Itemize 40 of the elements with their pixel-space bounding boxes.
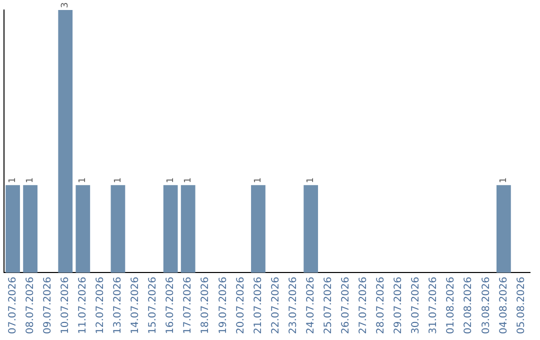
x-tick-label: 08.07.2026 [24,276,36,334]
data-label: 1 [306,177,316,184]
x-tick-label: 12.07.2026 [95,276,106,334]
x-tick-label: 24.07.2026 [305,276,316,334]
x-tick-label: 03.08.2026 [480,276,492,334]
x-tick-label: 17.07.2026 [182,276,194,334]
data-label: 1 [78,177,88,184]
x-tick-label: 14.07.2026 [130,276,142,334]
x-tick-label: 20.07.2026 [235,276,246,334]
x-tick-label: 21.07.2026 [252,276,264,334]
x-tick-label: 10.07.2026 [60,276,71,334]
x-tick-label: 27.07.2026 [358,276,370,334]
x-tick-label: 13.07.2026 [112,276,124,334]
x-tick-label: 31.07.2026 [428,276,440,334]
data-label: 1 [166,177,176,184]
x-tick-label: 07.07.2026 [7,276,18,334]
x-tick-label: 19.07.2026 [218,276,229,334]
data-label: 1 [8,177,18,184]
x-tick-label: 01.08.2026 [446,276,457,334]
x-tick-label: 30.07.2026 [410,276,422,334]
x-tick-label: 29.07.2026 [393,276,404,334]
x-tick-label: 02.08.2026 [463,276,474,334]
data-label: 1 [26,177,36,184]
x-tick-label: 25.07.2026 [322,276,334,334]
x-tick-label: 05.08.2026 [516,276,527,334]
x-tick-label: 28.07.2026 [376,276,387,334]
x-tick-label: 18.07.2026 [200,276,212,334]
x-tick-label: 22.07.2026 [270,276,282,334]
x-tick-label: 11.07.2026 [77,276,88,334]
x-tick-label: 04.08.2026 [498,276,510,334]
data-label: 3 [60,2,71,8]
data-label: 1 [499,177,510,184]
x-tick-label: 15.07.2026 [148,276,159,334]
data-label: 1 [113,177,124,184]
data-label: 1 [254,177,264,184]
x-tick-label: 16.07.2026 [165,276,176,334]
x-tick-label: 26.07.2026 [340,276,352,334]
x-tick-label: 23.07.2026 [288,276,299,334]
data-label: 1 [183,177,194,184]
x-tick-label: 09.07.2026 [42,276,54,334]
